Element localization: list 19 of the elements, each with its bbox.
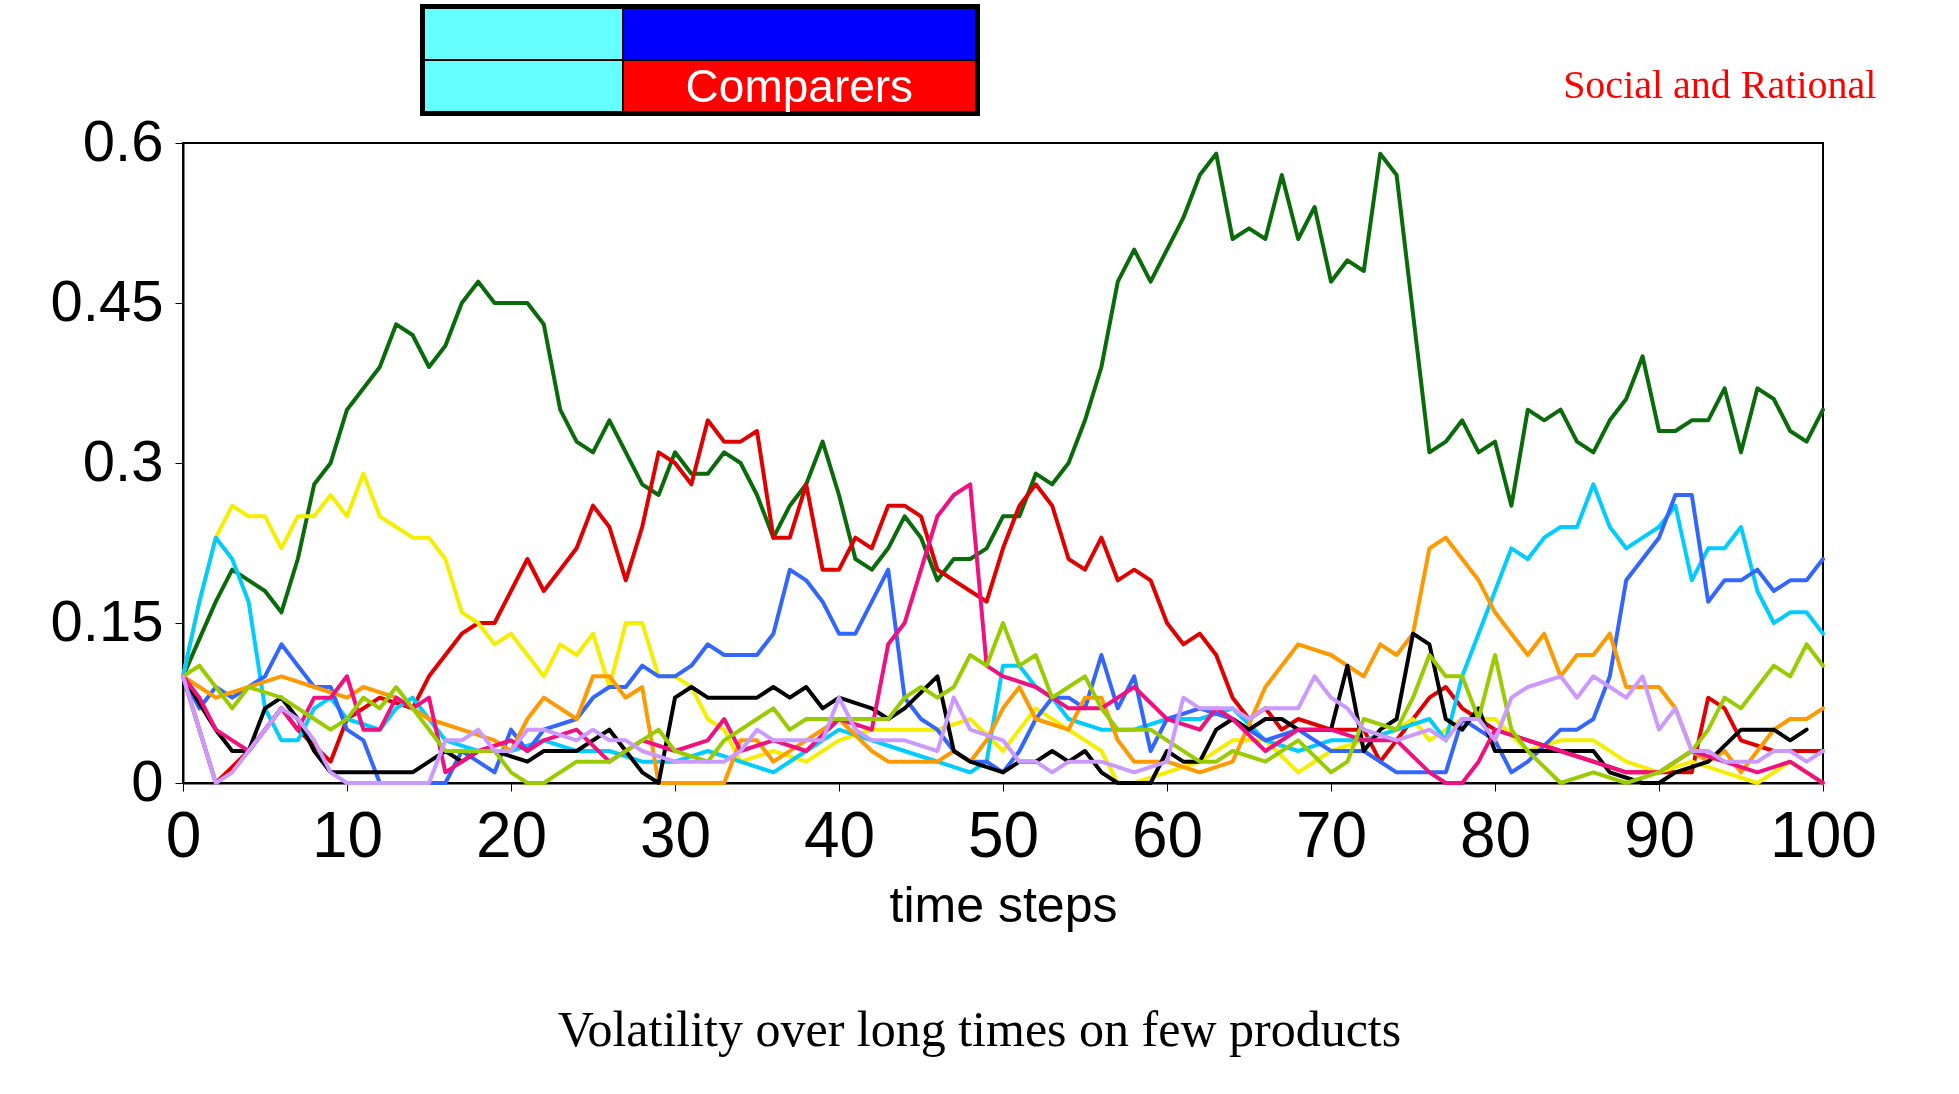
x-tick-label: 30 <box>639 798 712 871</box>
y-tick-label: 0.45 <box>50 267 164 333</box>
x-tick-label: 10 <box>311 798 384 871</box>
x-axis-title: time steps <box>889 876 1118 933</box>
x-tick-label: 40 <box>803 798 876 871</box>
x-tick-label: 100 <box>1770 798 1877 871</box>
y-tick-label: 0.6 <box>82 107 164 173</box>
x-tick-label: 50 <box>967 798 1040 871</box>
x-tick-label: 80 <box>1459 798 1532 871</box>
x-tick-label: 70 <box>1295 798 1368 871</box>
y-tick-label: 0.3 <box>82 427 164 493</box>
x-tick-label: 20 <box>475 798 548 871</box>
text: Volatility over long times on few products <box>556 1000 1403 1058</box>
y-tick-label: 0 <box>131 747 164 813</box>
y-tick-label: 0.15 <box>50 587 164 653</box>
x-tick-label: 60 <box>1131 798 1204 871</box>
color-grid: Comparers <box>420 4 980 116</box>
chart-title: Social and Rational <box>1563 62 1877 107</box>
x-tick-label: 90 <box>1623 798 1696 871</box>
